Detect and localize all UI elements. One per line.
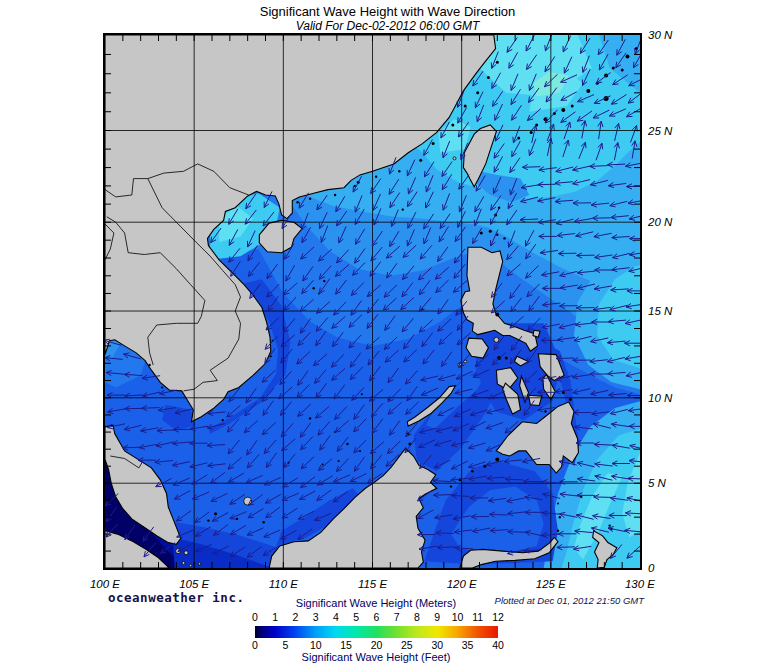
legend-meters-tick: 3 [313, 611, 319, 623]
legend-meters-tick: 4 [333, 611, 339, 623]
wave-height-map: 30 N 25 N 20 N 15 N 10 N 5 N 0 100 E 105 E 110 E 1… [0, 0, 775, 665]
lon-label: 105 E [179, 578, 209, 590]
legend-feet-tick: 25 [401, 639, 413, 651]
legend-meters-tick: 6 [374, 611, 380, 623]
legend-meters-tick: 9 [434, 611, 440, 623]
lat-label: 5 N [648, 477, 667, 489]
legend-meters-tick: 8 [414, 611, 420, 623]
legend-title-meters: Significant Wave Height (Meters) [0, 597, 752, 609]
lon-label: 115 E [358, 578, 388, 590]
lat-label: 25 N [647, 125, 673, 137]
legend-feet-tick: 35 [462, 639, 474, 651]
lat-label: 15 N [648, 305, 673, 317]
lon-label: 100 E [90, 578, 120, 590]
legend-feet-tick: 15 [340, 639, 352, 651]
legend-meters-tick: 2 [293, 611, 299, 623]
legend-feet-tick: 10 [310, 639, 322, 651]
lon-label: 120 E [447, 578, 477, 590]
legend-meters-tick: 12 [492, 611, 504, 623]
legend-feet-tick: 30 [431, 639, 443, 651]
lat-label: 30 N [648, 29, 673, 41]
legend-title-feet: Significant Wave Height (Feet) [0, 651, 752, 663]
legend-meters-tick: 10 [452, 611, 464, 623]
legend-feet-tick: 40 [492, 639, 504, 651]
legend-feet-tick: 0 [252, 639, 258, 651]
lon-label: 110 E [269, 578, 299, 590]
lon-label: 130 E [625, 578, 655, 590]
legend-meters-tick: 11 [472, 611, 483, 623]
legend-meters-tick: 7 [394, 611, 400, 623]
legend-feet-tick: 20 [371, 639, 383, 651]
legend-meters-tick: 5 [353, 611, 359, 623]
legend-feet-tick: 5 [282, 639, 288, 651]
lat-label: 0 [648, 562, 655, 574]
lat-label: 10 N [648, 392, 673, 404]
lon-label: 125 E [536, 578, 566, 590]
legend-meters-tick: 1 [272, 611, 278, 623]
legend-meters-tick: 0 [252, 611, 258, 623]
legend-colorbar [255, 626, 498, 638]
lat-label: 20 N [647, 216, 673, 228]
wave-map-page: Significant Wave Height with Wave Direct… [0, 0, 775, 665]
